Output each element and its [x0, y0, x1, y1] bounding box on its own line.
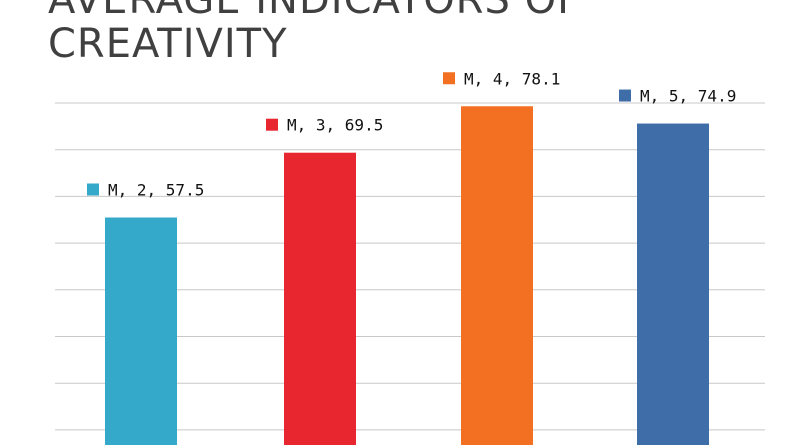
bar-4: [461, 106, 533, 445]
legend-key-3: [266, 118, 278, 131]
data-label-text-4: M, 4, 78.1: [464, 69, 560, 88]
bar-3: [284, 152, 356, 445]
data-label-4: M, 4, 78.1: [443, 69, 560, 88]
data-label-text-3: M, 3, 69.5: [287, 116, 383, 135]
data-labels: M, 2, 57.5 M, 3, 69.5 M, 4, 78.1 M, 5, 74.9: [87, 69, 736, 200]
bar-5: [637, 123, 709, 445]
data-label-5: M, 5, 74.9: [619, 87, 736, 106]
legend-key-4: [443, 72, 455, 85]
data-label-2: M, 2, 57.5: [87, 181, 204, 200]
data-label-text-5: M, 5, 74.9: [640, 87, 736, 106]
data-label-3: M, 3, 69.5: [266, 116, 383, 135]
legend-key-2: [87, 183, 99, 196]
legend-key-5: [619, 89, 631, 102]
chart-title: Average indicators of creativity: [48, 0, 582, 67]
bar-2: [105, 217, 177, 445]
data-label-text-2: M, 2, 57.5: [108, 181, 204, 200]
bars: [105, 106, 709, 445]
